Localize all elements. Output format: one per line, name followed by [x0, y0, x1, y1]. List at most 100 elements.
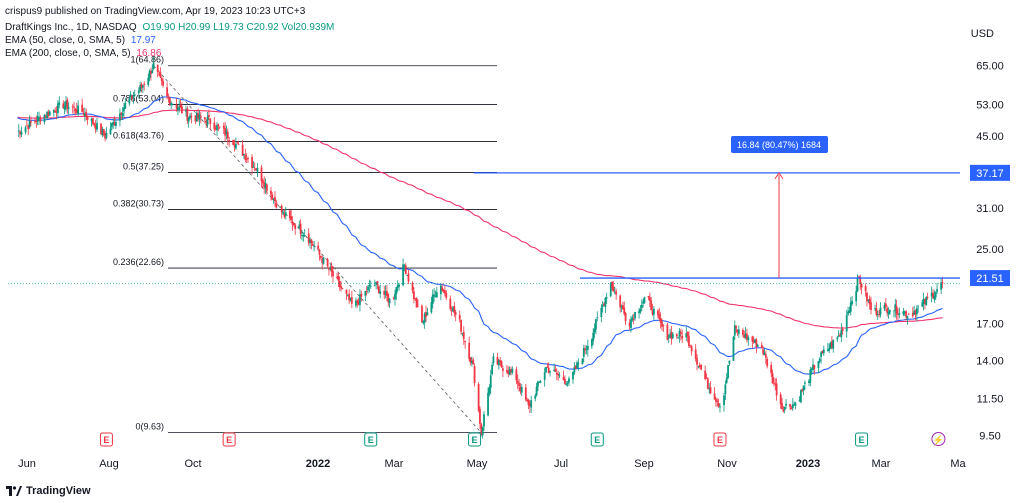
time-tick-label: Jul	[554, 458, 568, 470]
candle-body	[105, 132, 108, 139]
candle-body	[516, 380, 519, 383]
candle-body	[677, 336, 680, 338]
earnings-marker[interactable]	[222, 432, 236, 447]
candle-body	[435, 292, 438, 298]
price-axis[interactable]: 65.00 53.00 45.00 37.17 31.00 25.00 21.51 17.00…	[970, 60, 1010, 442]
candle-body	[793, 404, 796, 406]
currency-label: USD	[970, 28, 994, 40]
fib-level-label: 0.382(30.73)	[113, 198, 164, 208]
candle-body	[302, 234, 305, 237]
candle-body	[461, 333, 464, 334]
candle-body	[779, 394, 782, 405]
candle-body	[874, 308, 876, 310]
earnings-marker[interactable]	[713, 432, 727, 447]
candle-body	[817, 361, 820, 369]
candle-body	[671, 333, 674, 339]
candle-body	[547, 367, 550, 374]
candle-body	[77, 105, 80, 115]
candle-body	[112, 122, 115, 125]
candle-body	[181, 106, 183, 114]
time-tick-label: Mar	[872, 458, 891, 470]
earnings-marker[interactable]	[99, 432, 113, 447]
candle-body	[124, 102, 127, 109]
candle-body	[417, 305, 419, 307]
event-marker[interactable]	[931, 432, 946, 446]
candle-body	[140, 84, 143, 88]
symbol-legend[interactable]: DraftKings Inc., 1D, NASDAQ O19.90 H20.9…	[5, 22, 334, 34]
candle-body	[717, 403, 720, 407]
candle-body	[716, 400, 719, 403]
candle-body	[170, 102, 173, 106]
candle-body	[83, 113, 86, 117]
candle-body	[848, 310, 851, 313]
candle-body	[388, 298, 391, 304]
candle-body	[940, 282, 943, 290]
candle-body	[553, 369, 556, 371]
price-tick-label: 45.00	[976, 131, 1004, 143]
candle-body	[35, 120, 38, 123]
candle-body	[148, 70, 151, 79]
earnings-marker[interactable]	[855, 432, 869, 447]
candle-body	[345, 289, 348, 294]
ohlc-open: O19.90	[142, 22, 176, 33]
candle-body	[619, 295, 622, 308]
candle-body	[36, 116, 39, 122]
candle-body	[123, 107, 125, 112]
candle-body	[19, 131, 22, 134]
measure-label-box	[731, 136, 828, 153]
candle-body	[488, 387, 491, 394]
candle-body	[75, 109, 78, 113]
candle-body	[425, 312, 427, 318]
candle-body	[508, 369, 511, 375]
candle-body	[104, 133, 106, 139]
candle-body	[414, 298, 417, 300]
candle-body	[783, 406, 786, 410]
tradingview-brand[interactable]: TradingView	[6, 485, 91, 497]
candle-body	[657, 310, 659, 316]
ema-50-legend[interactable]: EMA (50, close, 0, SMA, 5) 17.97	[5, 35, 156, 47]
candle-body	[798, 400, 801, 402]
horizontal-lines[interactable]	[8, 172, 960, 284]
candle-body	[725, 377, 728, 383]
candle-body	[868, 299, 871, 305]
event-markers[interactable]: E E E E E E E ⚡	[99, 432, 946, 447]
candle-body	[875, 308, 878, 316]
earnings-marker[interactable]	[468, 432, 482, 447]
earnings-marker[interactable]	[364, 432, 378, 447]
candle-body	[311, 244, 314, 246]
candle-body	[309, 239, 311, 243]
candle-body	[809, 369, 812, 383]
candle-body	[609, 282, 612, 297]
price-tick-label: 65.00	[976, 60, 1004, 72]
ema-200-legend[interactable]: EMA (200, close, 0, SMA, 5) 16.86	[5, 48, 161, 60]
price-range-measure[interactable]: 16.84 (80.47%) 1684	[731, 136, 828, 279]
candle-body	[893, 310, 895, 312]
candle-body	[260, 167, 263, 182]
candle-body	[829, 342, 832, 349]
candle-body	[114, 121, 117, 127]
candle-body	[704, 370, 707, 380]
candle-body	[328, 267, 330, 270]
candle-body	[430, 302, 433, 313]
candle-body	[756, 344, 759, 347]
candle-body	[237, 144, 240, 145]
fibonacci-retracement[interactable]: 1(64.86)0.786(53.04)0.618(43.76)0.5(37.2…	[113, 55, 497, 434]
candle-body	[801, 389, 804, 391]
candle-body	[515, 369, 518, 381]
time-axis[interactable]: Jun Aug Oct 2022 Mar May Jul Sep Nov 2023 Mar Ma	[18, 458, 966, 470]
candle-body	[17, 130, 20, 132]
earnings-marker-glyph: E	[594, 435, 600, 445]
candle-body	[113, 122, 116, 125]
candle-body	[56, 103, 59, 114]
candle-body	[876, 314, 879, 316]
candle-body	[94, 125, 97, 130]
candle-body	[781, 402, 783, 410]
candle-body	[613, 291, 616, 293]
candle-body	[686, 332, 689, 337]
candle-body	[160, 78, 163, 82]
candle-body	[492, 356, 495, 364]
earnings-marker[interactable]	[590, 432, 604, 447]
candle-body	[582, 348, 585, 357]
candle-body	[698, 365, 701, 367]
